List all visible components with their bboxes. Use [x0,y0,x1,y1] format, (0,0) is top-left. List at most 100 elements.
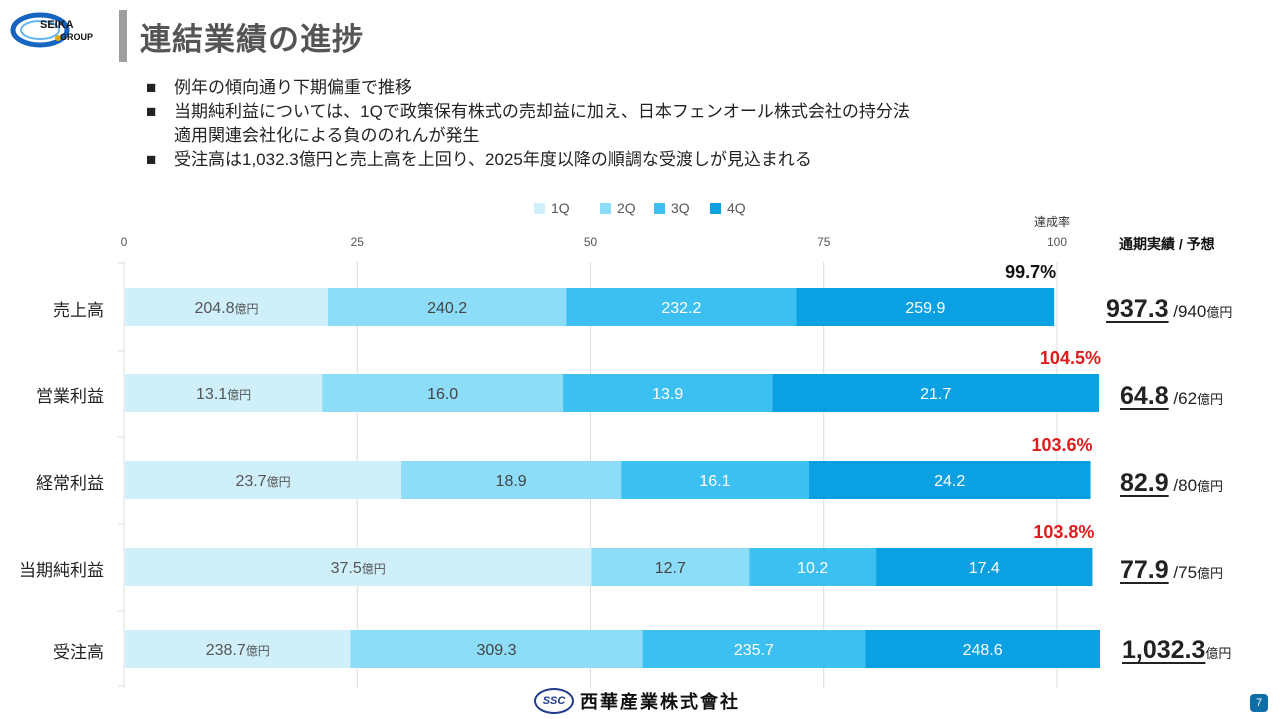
achievement-rate-header: 達成率 [1034,215,1071,229]
bar-segment-2q [328,288,567,326]
bar-segment-1q [125,548,592,586]
legend-label: 3Q [671,200,690,216]
bar-value-unit: 億円 [235,302,259,316]
bar-value: 235.7 [734,642,774,659]
legend-swatch [710,202,721,214]
bar-value: 238.7 [206,642,246,659]
row-label: 受注高 [53,643,104,662]
bar-value: 259.9 [905,300,945,317]
bar-value: 12.7 [655,560,686,577]
bullet-line: 当期純利益については、1Qで政策保有株式の売却益に加え、日本フェンオール株式会社… [174,102,910,121]
bar-value-label: 24.2 [934,473,965,490]
bar-segment-2q [591,548,750,586]
full-year-result: 82.9 /80億円 [1120,469,1223,498]
bar-value-label: 18.9 [496,473,527,490]
legend-item-2q: 2Q [600,200,636,216]
legend-swatch [534,202,545,214]
page-number: 7 [1250,694,1268,712]
bar-value-unit: 億円 [227,388,251,402]
legend-label: 1Q [551,200,570,216]
bar-value-label: 204.8億円 [195,300,259,317]
result-value: 82.9 [1120,469,1169,497]
bar-segment-3q [563,374,773,412]
logo-text-line2: GROUP [60,32,93,42]
bar-value-label: 259.9 [905,300,945,317]
bar-value: 17.4 [969,560,1000,577]
bar-value-label: 248.6 [963,642,1003,659]
result-value: 937.3 [1106,295,1169,323]
axis-tick-label: 0 [121,235,128,249]
forecast-value: /75 [1168,563,1198,582]
achievement-rate: 103.6% [1031,435,1093,455]
bar-value: 232.2 [661,300,701,317]
bar-segment-3q [566,288,797,326]
bar-value: 10.2 [797,560,828,577]
bullet-item: 例年の傾向通り下期偏重で推移 [146,76,910,100]
axis-tick-label: 25 [351,235,365,249]
bullet-item: 受注高は1,032.3億円と売上高を上回り、2025年度以降の順調な受渡しが見込… [146,148,910,172]
result-unit: 億円 [1197,479,1224,494]
row-label: 営業利益 [36,387,104,406]
bar-segment-3q [749,548,877,586]
bar-segment-4q [796,288,1055,326]
company-footer-logo: SSC 西華産業株式會社 [534,688,740,714]
result-value: 64.8 [1120,382,1169,410]
achievement-rate: 104.5% [1039,348,1101,368]
axis-tick-label: 50 [584,235,598,249]
seika-group-logo: SEIKA GROUP [10,12,93,48]
legend-item-3q: 3Q [654,200,690,216]
bar-value-unit: 億円 [267,475,291,489]
bar-value-label: 17.4 [969,560,1000,577]
row-label: 売上高 [53,301,104,320]
forecast-value: /62 [1168,389,1198,408]
legend-label: 2Q [617,200,636,216]
bar-value-label: 235.7 [734,642,774,659]
bar-value: 13.1 [196,386,227,403]
bar-value-unit: 億円 [246,644,270,658]
bar-value: 248.6 [963,642,1003,659]
bar-value: 16.0 [427,386,458,403]
result-value: 1,032.3 [1122,636,1206,664]
bar-segment-4q [865,630,1100,668]
forecast-value: /80 [1168,476,1198,495]
bar-segment-4q [808,461,1091,499]
bar-value: 21.7 [920,386,951,403]
bar-value-label: 37.5億円 [331,560,386,577]
page-title: 連結業績の進捗 [140,22,364,57]
bar-value-label: 10.2 [797,560,828,577]
bar-segment-2q [322,374,564,412]
bar-value-unit: 億円 [362,562,386,576]
row-label: 当期純利益 [19,561,104,580]
bar-value: 23.7 [235,473,266,490]
bar-value-label: 16.1 [699,473,730,490]
bar-value-label: 238.7億円 [206,642,270,659]
bar-value-label: 240.2 [427,300,467,317]
bar-value: 309.3 [476,642,516,659]
title-accent-bar [119,10,127,62]
bar-segment-1q [125,374,323,412]
forecast-value: /940 [1168,302,1207,321]
full-year-header: 通期実績 / 予想 [1119,236,1215,252]
result-unit: 億円 [1197,392,1224,407]
bar-value-label: 21.7 [920,386,951,403]
bar-segment-1q [125,630,351,668]
bar-segment-4q [772,374,1099,412]
bar-value: 204.8 [195,300,235,317]
bar-value-label: 13.1億円 [196,386,251,403]
ssc-mark: SSC [534,688,574,714]
chart-legend: 1Q 2Q 3Q 4Q [0,200,1280,220]
bar-segment-1q [125,288,329,326]
legend-item-4q: 4Q [710,200,746,216]
bar-segment-4q [876,548,1093,586]
bar-value: 18.9 [496,473,527,490]
bar-value: 16.1 [699,473,730,490]
result-unit: 億円 [1206,305,1233,320]
full-year-result: 64.8 /62億円 [1120,382,1223,411]
legend-label: 4Q [727,200,746,216]
legend-swatch [600,202,611,214]
bar-segment-1q [125,461,402,499]
achievement-rate: 99.7% [1005,262,1057,282]
axis-tick-label: 100 [1047,235,1067,249]
bar-value-label: 13.9 [652,386,683,403]
